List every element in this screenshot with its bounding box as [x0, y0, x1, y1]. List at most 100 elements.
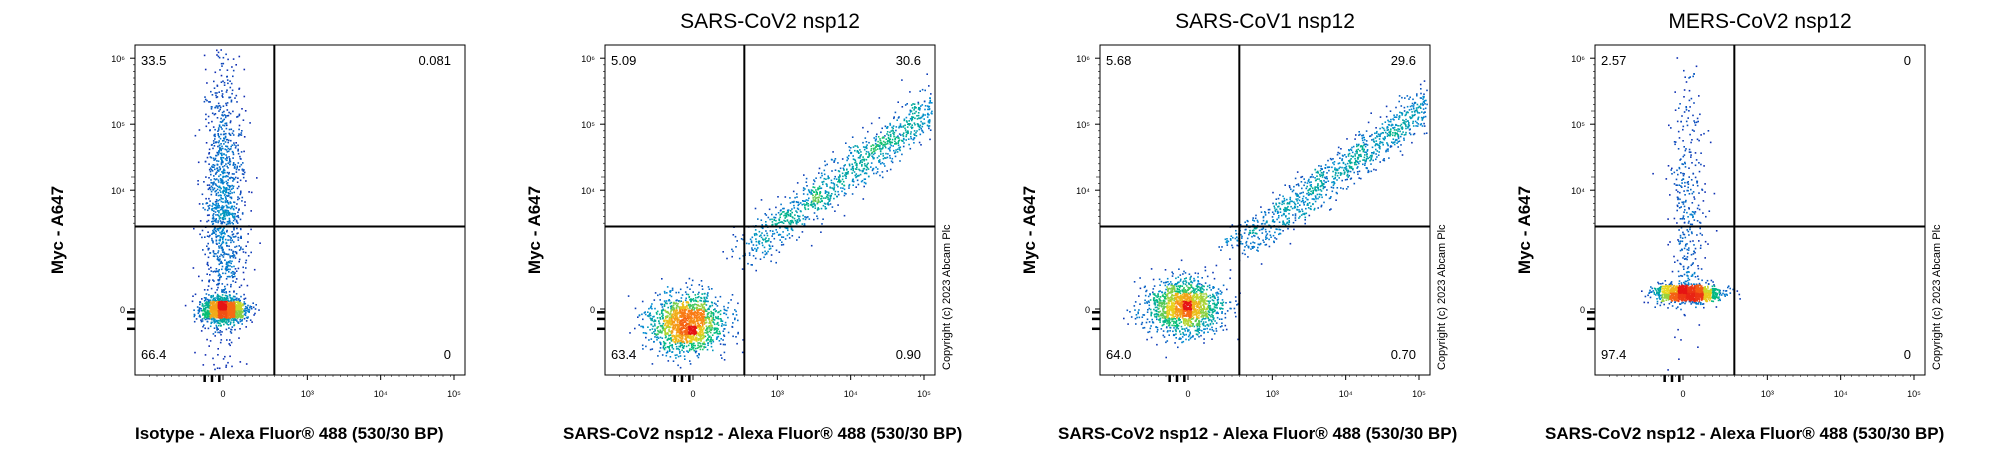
event-point [802, 214, 804, 217]
event-point [868, 155, 870, 157]
event-point [889, 131, 891, 134]
event-point [909, 123, 912, 125]
event-point [233, 236, 236, 238]
event-point [818, 208, 820, 210]
event-point [222, 303, 225, 305]
event-point [675, 306, 678, 309]
event-point [703, 307, 706, 310]
event-point [779, 214, 781, 216]
event-point [240, 295, 242, 298]
event-point [715, 303, 717, 306]
event-point [219, 317, 221, 319]
event-point [219, 217, 222, 219]
event-point [669, 302, 671, 305]
event-point [218, 247, 220, 249]
event-point [217, 229, 220, 232]
event-point [871, 169, 874, 172]
event-point [898, 126, 900, 129]
event-point [231, 314, 234, 316]
event-point [221, 93, 224, 95]
event-point [214, 183, 217, 185]
event-point [827, 196, 829, 199]
event-point [219, 306, 222, 309]
event-point [668, 334, 670, 337]
event-point [229, 294, 231, 297]
event-point [208, 305, 210, 308]
event-point [701, 293, 703, 295]
event-point [232, 318, 235, 321]
event-point [663, 327, 666, 330]
event-point [228, 206, 230, 209]
event-point [650, 306, 652, 308]
event-point [239, 311, 241, 314]
event-point [704, 321, 706, 324]
event-point [688, 321, 691, 323]
event-point [879, 163, 882, 165]
event-point [675, 323, 678, 326]
event-point [683, 341, 685, 343]
event-point [894, 151, 897, 153]
event-point [230, 328, 232, 331]
event-point [222, 256, 225, 258]
event-point [212, 184, 214, 186]
event-point [924, 89, 926, 92]
event-point [705, 339, 708, 342]
event-point [211, 304, 214, 306]
event-point [695, 350, 698, 353]
event-point [210, 90, 212, 93]
event-point [659, 329, 662, 332]
event-point [222, 119, 224, 122]
event-point [833, 186, 836, 188]
event-point [217, 153, 220, 156]
event-point [702, 303, 704, 306]
event-point [207, 188, 210, 191]
event-point [200, 309, 203, 312]
event-point [210, 296, 213, 299]
event-point [223, 114, 226, 116]
event-point [821, 174, 823, 177]
event-point [889, 149, 891, 152]
event-point [220, 200, 223, 203]
event-point [230, 316, 233, 319]
event-point [824, 208, 827, 210]
event-point [216, 169, 219, 172]
event-point [716, 329, 718, 332]
event-point [211, 205, 213, 207]
event-point [225, 214, 228, 216]
event-point [917, 103, 920, 105]
event-point [802, 200, 804, 202]
event-point [717, 315, 719, 318]
event-point [742, 339, 744, 341]
event-point [755, 250, 758, 252]
event-point [213, 187, 216, 190]
event-point [806, 185, 808, 187]
event-point [764, 213, 766, 215]
event-point [866, 144, 868, 146]
event-point [198, 203, 201, 205]
event-point [223, 232, 225, 234]
event-point [881, 147, 884, 150]
event-point [791, 220, 794, 222]
event-point [886, 131, 889, 133]
event-point [710, 313, 712, 315]
event-point [708, 319, 711, 321]
event-point [742, 255, 745, 257]
event-point [210, 168, 213, 171]
event-point [672, 304, 675, 307]
event-point [927, 112, 929, 115]
event-point [730, 299, 732, 301]
event-point [691, 308, 694, 310]
event-point [731, 255, 733, 258]
event-point [212, 279, 214, 281]
event-point [231, 184, 233, 187]
event-point [202, 309, 204, 312]
event-point [861, 169, 863, 172]
event-point [668, 348, 671, 351]
event-point [886, 126, 889, 128]
event-point [842, 167, 845, 170]
event-point [714, 327, 717, 329]
event-point [689, 320, 692, 322]
event-point [856, 166, 858, 168]
event-point [238, 245, 240, 247]
